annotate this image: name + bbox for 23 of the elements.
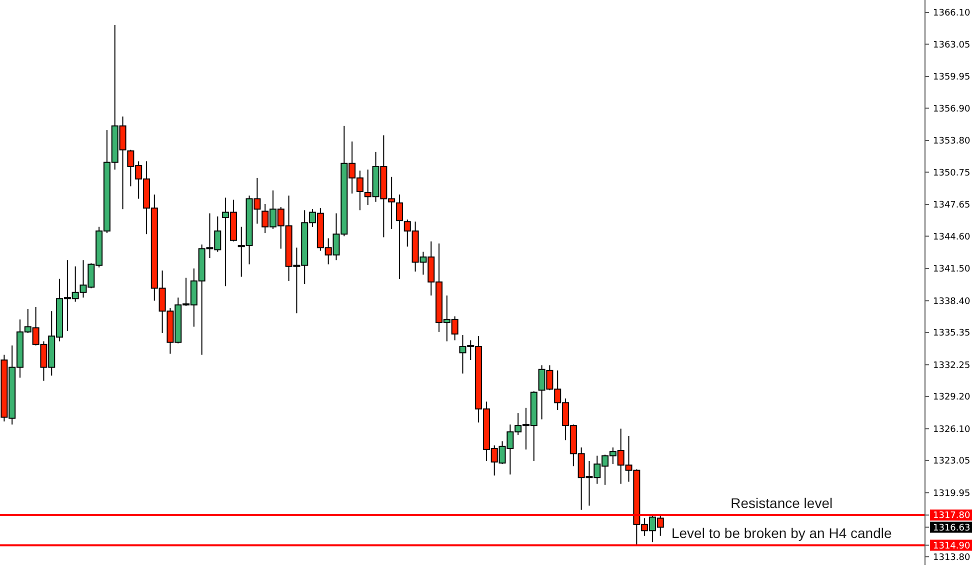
candlestick	[396, 194, 403, 280]
y-tick-label: 1319.95	[933, 488, 970, 499]
y-tick-label: 1356.90	[933, 104, 970, 114]
ref-line-label: Resistance level	[730, 495, 833, 512]
y-tick-label: 1326.10	[933, 424, 970, 435]
y-tick-label: 1353.80	[933, 136, 970, 147]
y-tick-label: 1350.75	[933, 168, 970, 178]
y-tick-label: 1316.63	[933, 523, 970, 534]
y-tick-label: 1363.05	[933, 40, 970, 50]
ref-line-label: Level to be broken by an H4 candle	[671, 525, 892, 542]
y-tick-label: 1314.90	[933, 541, 970, 552]
y-tick-label: 1344.60	[933, 232, 970, 242]
y-tick-label: 1335.35	[933, 328, 970, 339]
y-tick-label: 1341.50	[933, 264, 970, 275]
y-tick-label: 1338.40	[933, 296, 970, 307]
y-tick-label: 1317.80	[933, 511, 970, 522]
y-tick-label: 1347.65	[933, 200, 970, 211]
y-tick-label: 1329.20	[933, 392, 970, 403]
y-tick-label: 1313.80	[933, 552, 970, 563]
y-tick-label: 1359.95	[933, 72, 970, 83]
y-tick-label: 1332.25	[933, 360, 970, 371]
y-tick-label: 1366.10	[933, 8, 970, 19]
y-tick-label: 1323.05	[933, 456, 970, 467]
